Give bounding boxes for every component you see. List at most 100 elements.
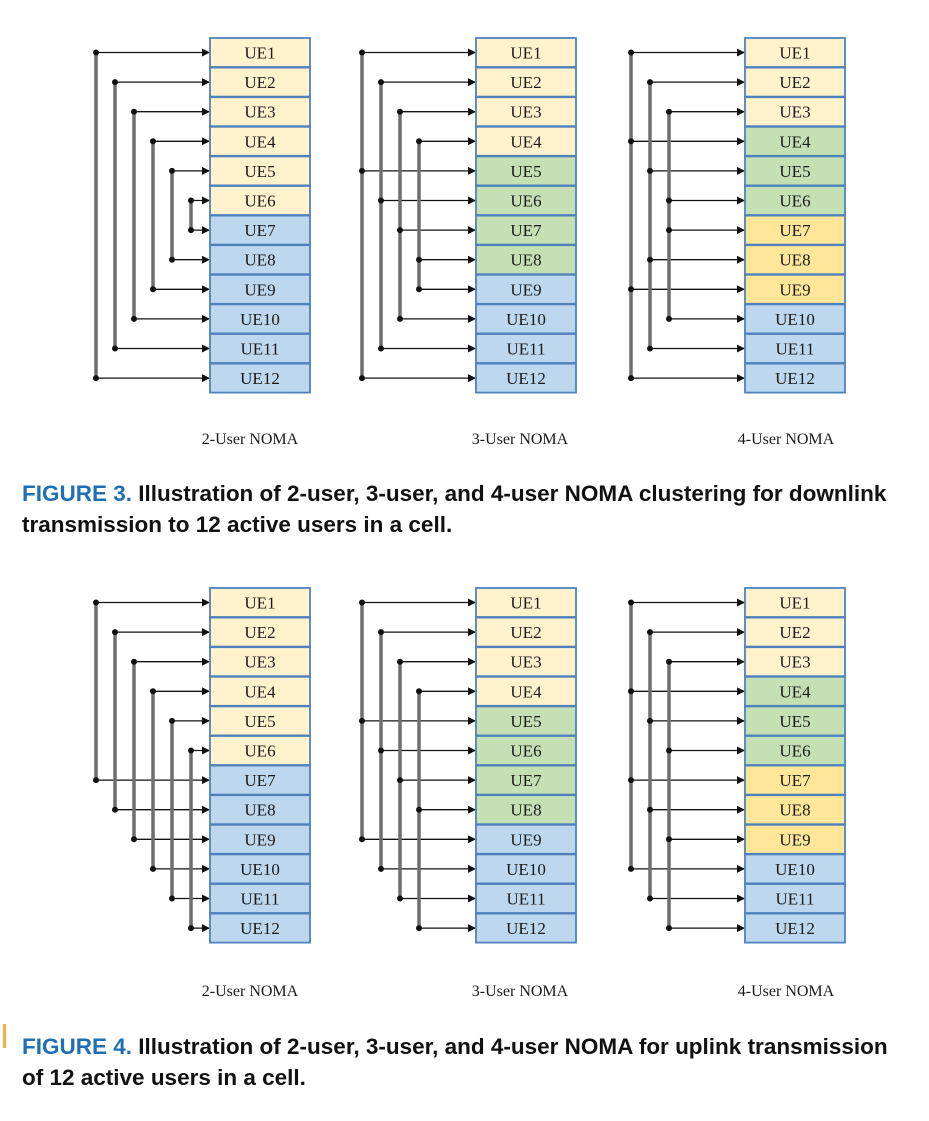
ue-cell-box (475, 333, 577, 364)
ue-cell: UE8 (744, 794, 846, 826)
cluster-node-dot (378, 629, 384, 636)
cluster-node-dot (169, 717, 175, 724)
figure-4-panel-4-user: UE1 UE2 UE3 UE4 UE5 UE6 UE7 UE8 UE9 UE10 UE11 UE12 4… (628, 587, 846, 1000)
cluster-node-dot (666, 747, 672, 754)
cluster-node-dot (416, 806, 422, 813)
ue-cell-box (209, 66, 311, 98)
ue-cell-label: UE4 (779, 682, 811, 701)
ue-cell-label: UE1 (779, 594, 810, 613)
cluster-node-dot (93, 375, 99, 382)
ue-cell-box (744, 823, 846, 855)
ue-cell-label: UE12 (506, 369, 546, 388)
ue-cell-box (209, 912, 311, 944)
cluster-node-dot (666, 315, 672, 322)
ue-cell-label: UE12 (240, 369, 280, 388)
ue-cell: UE9 (475, 823, 577, 855)
ue-cell-box (475, 735, 577, 766)
ue-cell-box (209, 705, 311, 737)
ue-cell: UE6 (209, 185, 311, 216)
ue-cell: UE7 (744, 764, 846, 796)
cluster-node-dot (666, 925, 672, 932)
ue-cell-label: UE3 (510, 653, 541, 672)
ue-cell-label: UE5 (244, 712, 275, 731)
ue-cell: UE5 (209, 155, 311, 187)
ue-cell-label: UE6 (510, 192, 541, 211)
ue-cell-label: UE2 (510, 73, 541, 92)
cluster-node-dot (112, 629, 118, 636)
figure-4-caption-label: FIGURE 4. (22, 1034, 133, 1059)
ue-cell-label: UE11 (506, 890, 545, 909)
ue-cell-label: UE5 (779, 712, 810, 731)
cluster-node-dot (150, 138, 156, 145)
ue-cell: UE2 (209, 616, 311, 648)
ue-cell-box (475, 244, 577, 276)
ue-cell: UE6 (475, 735, 577, 766)
ue-cell: UE4 (475, 675, 577, 707)
ue-cell: UE1 (744, 587, 846, 618)
ue-cell-label: UE4 (510, 682, 542, 701)
ue-cell: UE7 (475, 764, 577, 796)
ue-cell-label: UE4 (779, 132, 811, 151)
ue-cell: UE11 (475, 333, 577, 364)
ue-cell-box (744, 37, 846, 68)
ue-cell-box (744, 185, 846, 216)
cluster-node-dot (647, 167, 653, 174)
ue-cell-label: UE5 (779, 162, 810, 181)
ue-cell: UE3 (744, 646, 846, 678)
ue-cell-label: UE1 (510, 44, 541, 63)
ue-cell-box (475, 37, 577, 68)
ue-cell-label: UE12 (775, 919, 815, 938)
ue-cell-label: UE7 (244, 221, 276, 240)
panel-label: 3-User NOMA (472, 983, 569, 1000)
ue-cell-label: UE7 (779, 771, 811, 790)
ue-cell-label: UE10 (775, 860, 815, 879)
ue-cell-label: UE12 (240, 919, 280, 938)
ue-cell-label: UE3 (779, 653, 810, 672)
figure-3-diagram: UE1 UE2 UE3 UE4 UE5 UE6 UE7 UE8 UE9 UE10 UE11 UE12 2… (93, 37, 846, 448)
ue-cell-box (475, 66, 577, 98)
cluster-node-dot (416, 925, 422, 932)
ue-cell: UE12 (209, 362, 311, 394)
ue-cell-label: UE4 (244, 132, 276, 151)
ue-cell-label: UE2 (510, 623, 541, 642)
cluster-node-dot (150, 688, 156, 695)
cluster-node-dot (628, 49, 634, 56)
cluster-node-dot (112, 79, 118, 86)
ue-cell-box (475, 273, 577, 305)
ue-cell-label: UE10 (506, 860, 546, 879)
ue-cell: UE3 (475, 96, 577, 128)
ue-cell: UE11 (209, 883, 311, 914)
ue-cell-label: UE10 (506, 310, 546, 329)
ue-cell-label: UE2 (779, 73, 810, 92)
cluster-node-dot (647, 79, 653, 86)
ue-cell: UE3 (209, 96, 311, 128)
ue-cell: UE5 (475, 155, 577, 187)
figure-3-caption-label: FIGURE 3. (22, 481, 133, 506)
figure-4-diagram: UE1 UE2 UE3 UE4 UE5 UE6 UE7 UE8 UE9 UE10 UE11 UE12 2… (93, 587, 846, 1000)
figure-4-panel-3-user: UE1 UE2 UE3 UE4 UE5 UE6 UE7 UE8 UE9 UE10 UE11 UE12 3… (359, 587, 577, 1000)
ue-cell-box (475, 883, 577, 914)
ue-cell-box (744, 96, 846, 128)
ue-cell-box (744, 155, 846, 187)
cluster-node-dot (416, 286, 422, 293)
ue-cell-box (209, 853, 311, 885)
ue-cell: UE4 (209, 125, 311, 157)
cluster-node-dot (131, 315, 137, 322)
cluster-node-dot (647, 345, 653, 352)
ue-cell-label: UE11 (506, 340, 545, 359)
ue-cell: UE9 (744, 823, 846, 855)
ue-cell: UE11 (744, 883, 846, 914)
ue-cell: UE6 (209, 735, 311, 766)
ue-cell-label: UE6 (779, 192, 810, 211)
ue-cell-label: UE8 (244, 801, 275, 820)
ue-cell: UE8 (744, 244, 846, 276)
ue-cell: UE8 (209, 244, 311, 276)
ue-cell-box (475, 912, 577, 944)
ue-cell: UE9 (209, 823, 311, 855)
ue-cell-label: UE5 (244, 162, 275, 181)
ue-cell-label: UE11 (240, 340, 279, 359)
cluster-connections (628, 48, 745, 383)
figure-3-panel-2-user: UE1 UE2 UE3 UE4 UE5 UE6 UE7 UE8 UE9 UE10 UE11 UE12 2… (93, 37, 311, 448)
ue-cell: UE4 (744, 125, 846, 157)
